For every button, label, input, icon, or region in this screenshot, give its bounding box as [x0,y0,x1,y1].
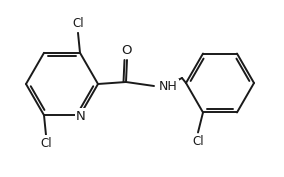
Text: NH: NH [159,81,178,93]
Text: N: N [76,110,86,123]
Text: O: O [122,44,132,58]
Text: Cl: Cl [40,137,52,150]
Text: Cl: Cl [72,17,84,30]
Text: Cl: Cl [192,135,204,148]
